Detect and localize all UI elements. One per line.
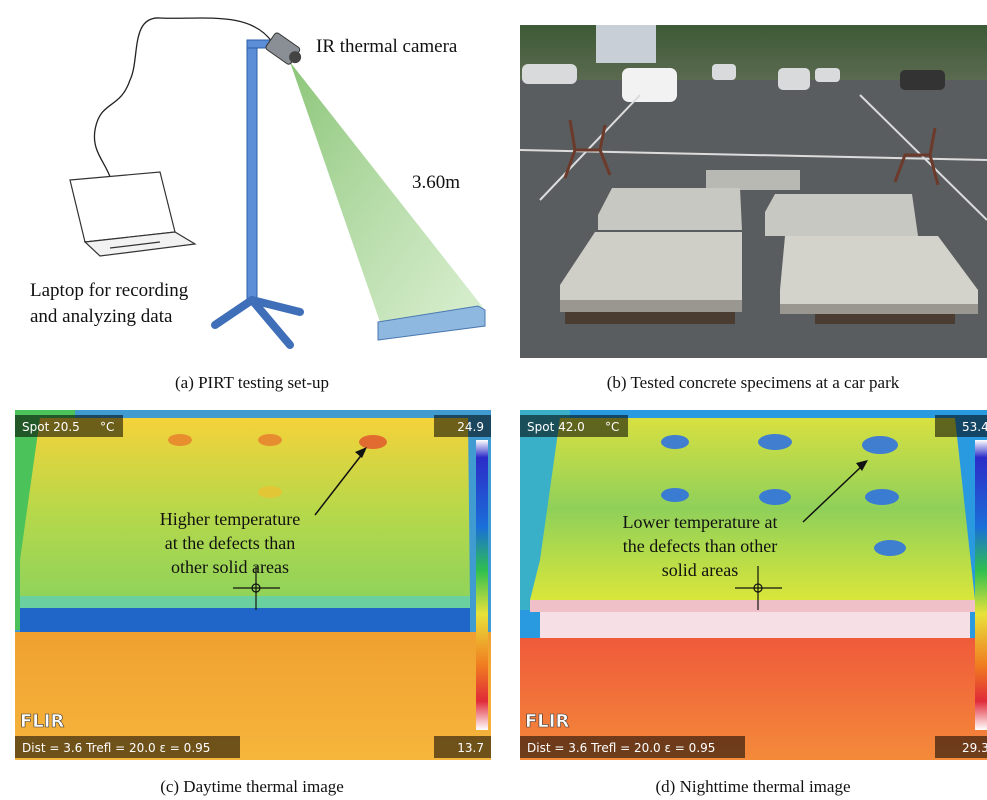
brand: FLIR bbox=[20, 711, 64, 732]
cable bbox=[94, 18, 272, 200]
annotation: Higher temperature bbox=[160, 509, 300, 529]
caption: (d) Nighttime thermal image bbox=[656, 777, 851, 796]
page: PIRT figure html, body { margin: 0; padd… bbox=[0, 0, 987, 800]
figure: IR thermal camera 3.60m Laptop for recor… bbox=[0, 0, 987, 800]
thermal-image-day: Spot 20.5 °C 24.9 FLIR Dist = 3.6 Trefl … bbox=[15, 410, 491, 760]
camera-label: IR thermal camera bbox=[316, 36, 458, 57]
spot-reading: Spot 42.0 bbox=[527, 420, 585, 434]
annotation: at the defects than bbox=[165, 533, 295, 553]
site-photo bbox=[520, 25, 987, 358]
camera-params: Dist = 3.6 Trefl = 20.0 ε = 0.95 bbox=[527, 741, 715, 755]
camera bbox=[265, 32, 306, 69]
annotation: the defects than other bbox=[623, 536, 777, 556]
laptop-label: Laptop for recording bbox=[30, 280, 189, 301]
setup-diagram: IR thermal camera 3.60m Laptop for recor… bbox=[30, 18, 485, 345]
annotation: Lower temperature at bbox=[623, 512, 778, 532]
camera-params: Dist = 3.6 Trefl = 20.0 ε = 0.95 bbox=[22, 741, 210, 755]
spot-reading: Spot 20.5 bbox=[22, 420, 80, 434]
thermal-image-night: Spot 42.0 °C 53.4 FLIR Dist = 3.6 Trefl … bbox=[520, 410, 987, 760]
caption: (b) Tested concrete specimens at a car p… bbox=[607, 373, 900, 392]
tripod bbox=[215, 300, 300, 345]
unit: °C bbox=[100, 420, 114, 434]
distance-label: 3.60m bbox=[412, 172, 460, 193]
caption: (a) PIRT testing set-up bbox=[175, 373, 329, 392]
caption: (c) Daytime thermal image bbox=[160, 777, 344, 796]
annotation: other solid areas bbox=[171, 557, 289, 577]
laptop-label: and analyzing data bbox=[30, 306, 173, 327]
page-body: {"panels": [ {"caption": "(a) PIRT testi… bbox=[0, 0, 987, 800]
scale-max: 53.4 bbox=[962, 420, 987, 434]
scale-max: 24.9 bbox=[457, 420, 484, 434]
annotation: solid areas bbox=[662, 560, 738, 580]
scale-min: 13.7 bbox=[457, 741, 484, 755]
pole bbox=[247, 44, 257, 302]
laptop bbox=[70, 172, 195, 256]
brand: FLIR bbox=[525, 711, 569, 732]
scale-min: 29.3 bbox=[962, 741, 987, 755]
unit: °C bbox=[605, 420, 619, 434]
